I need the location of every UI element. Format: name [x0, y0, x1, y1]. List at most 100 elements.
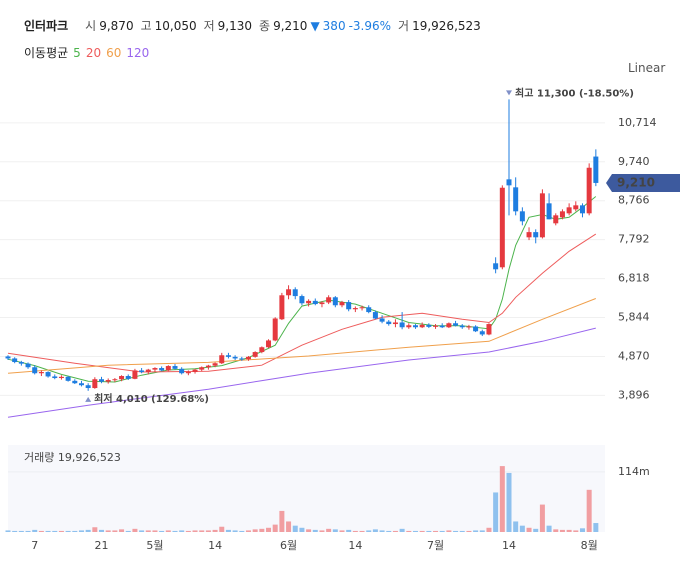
candle-body	[566, 207, 572, 214]
volume-bar	[553, 529, 559, 532]
volume-bar	[406, 530, 412, 532]
y-tick-label: 5,844	[618, 311, 650, 324]
legend-entry[interactable]: 60	[106, 46, 122, 60]
volume-bar	[286, 521, 292, 532]
volume-bar	[219, 526, 225, 532]
candle-body	[219, 355, 225, 364]
stock-name: 인터파크	[24, 19, 69, 33]
volume-bar	[546, 525, 552, 532]
y-tick-label: 9,740	[618, 155, 650, 168]
volume-bar	[85, 529, 91, 532]
ma-line	[7, 196, 597, 383]
volume-panel	[8, 445, 605, 532]
scale-selector[interactable]: Linear	[628, 61, 666, 75]
volume-bar	[559, 529, 565, 532]
volume-bar	[539, 504, 545, 532]
volume-bar	[259, 528, 265, 532]
ma-line	[7, 298, 596, 374]
volume-bar	[12, 530, 18, 532]
candle-body	[299, 296, 305, 304]
candle-body	[119, 376, 125, 380]
header: 인터파크 시 9,870 고 10,050 저 9,130 종 9,210 ▼ 380 -…	[24, 17, 481, 64]
candle-body	[105, 380, 111, 382]
volume-bar	[58, 530, 64, 532]
candle-body	[366, 307, 372, 313]
quote-label: 고	[140, 19, 152, 33]
volume-bar	[453, 530, 459, 532]
candle-body	[92, 379, 98, 389]
candle-body	[493, 263, 499, 270]
annotation-marker	[85, 396, 92, 402]
candle-body	[399, 322, 405, 328]
candle-body	[145, 369, 151, 373]
candle-body	[72, 380, 78, 384]
candle-body	[232, 356, 238, 359]
annotation-marker	[506, 90, 512, 96]
volume-bar	[319, 530, 325, 532]
legend-entry[interactable]: 120	[126, 46, 150, 60]
y-tick-label: 4,870	[618, 349, 650, 362]
candle-body	[332, 297, 338, 306]
candle-body	[112, 379, 118, 381]
candle-body	[386, 321, 392, 325]
candle-body	[359, 307, 365, 309]
volume-bar	[506, 472, 512, 532]
volume-bar	[433, 530, 439, 532]
volume-bar	[446, 530, 452, 532]
quote-label: 시	[85, 19, 97, 33]
volume-bar	[112, 530, 118, 532]
legend-entry[interactable]: 5	[73, 46, 81, 60]
quote-row: 인터파크 시 9,870 고 10,050 저 9,130 종 9,210 ▼ 380 -…	[24, 17, 481, 37]
candle-body	[18, 362, 24, 364]
ma-legend: 이동평균 5 20 60 120	[24, 44, 481, 64]
volume-bar	[52, 530, 58, 532]
candle-body	[326, 297, 332, 303]
annotation: 최고 11,300 (-18.50%)	[506, 86, 634, 99]
candle-body	[513, 187, 519, 212]
y-tick-label: 8,766	[618, 194, 650, 207]
volume-label: 거	[398, 19, 410, 33]
candle-body	[573, 205, 579, 210]
volume-bar	[379, 530, 385, 532]
candle-body	[38, 372, 44, 374]
candle-body	[99, 379, 105, 382]
volume-bar	[346, 529, 352, 532]
candle-body	[159, 368, 165, 371]
volume-bar	[18, 530, 24, 532]
candle-body	[52, 376, 58, 379]
volume-bar	[392, 530, 398, 532]
candle-body	[225, 355, 231, 357]
volume-bar	[526, 527, 532, 532]
candle-body	[212, 363, 218, 366]
candle-body	[319, 302, 325, 305]
volume-bar	[132, 528, 138, 532]
candle-body	[239, 358, 245, 360]
volume-bar	[486, 527, 492, 532]
volume-bar	[65, 530, 71, 532]
candle-body	[446, 323, 452, 328]
candle-body	[546, 203, 552, 220]
candle-body	[306, 300, 312, 304]
x-tick-label: 14	[208, 539, 222, 552]
candle-body	[453, 323, 459, 326]
candle-body	[132, 370, 138, 379]
candle-body	[586, 167, 592, 214]
volume-bar	[306, 529, 312, 532]
volume-bar	[372, 529, 378, 532]
candle-body	[392, 322, 398, 325]
volume-bar	[105, 530, 111, 532]
candle-body	[199, 367, 205, 370]
candle-body	[245, 356, 251, 360]
candle-body	[459, 325, 465, 328]
candle-body	[192, 369, 198, 373]
candle-body	[179, 368, 185, 374]
candle-body	[466, 326, 472, 328]
annotation-text: 최저 4,010 (129.68%)	[94, 392, 209, 405]
volume-bar	[266, 527, 272, 532]
volume-bar	[419, 530, 425, 532]
legend-entry[interactable]: 20	[85, 46, 102, 60]
volume-bar	[479, 530, 485, 532]
candle-body	[593, 156, 599, 183]
